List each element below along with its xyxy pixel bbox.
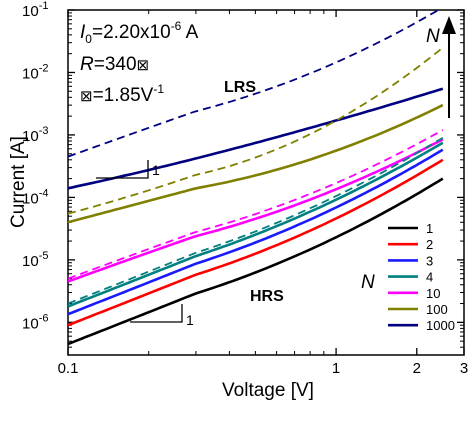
legend-label-100: 100: [426, 302, 448, 317]
x-tick-label: 1: [332, 360, 340, 377]
r-annotation: R=340⊠: [80, 54, 149, 75]
x-axis: 0.1 1 2 3: [58, 10, 468, 377]
legend-label-10: 10: [426, 286, 440, 301]
y-tick-label: 10-4: [22, 187, 48, 207]
y-tick-label: 10-2: [22, 62, 48, 82]
legend-label-3: 3: [426, 253, 433, 268]
series-dashed-line: [68, 46, 444, 215]
y-tick-label: 10-1: [22, 0, 48, 20]
x-tick-label: 3: [460, 360, 468, 377]
x-tick-label: 0.1: [58, 360, 79, 377]
series-line-100: [68, 103, 444, 224]
slope-triangle-lower: [130, 304, 183, 323]
n-arrow-head: [442, 16, 456, 34]
series-line-1: [68, 177, 444, 346]
y-tick-label: 10-6: [22, 312, 48, 332]
series-dashed-line: [68, 10, 441, 158]
slope-label-lower: 1: [186, 312, 194, 328]
y-axis-label: Current [A]: [8, 136, 29, 228]
slope-triangle-upper: [96, 160, 149, 179]
x-axis-label: Voltage [V]: [222, 380, 314, 401]
series-dashed-line: [68, 137, 444, 305]
y-tick-label: 10-5: [22, 250, 48, 270]
hrs-label: HRS: [250, 288, 284, 305]
legend-label-4: 4: [426, 270, 433, 285]
series-line-3: [68, 148, 444, 316]
series-line-10: [68, 138, 444, 283]
series-dashed-line: [68, 129, 444, 280]
legend-n-label: N: [361, 272, 375, 293]
y-tick-label: 10-3: [22, 125, 48, 145]
plot-frame: [67, 9, 465, 356]
slope-label-upper: 1: [152, 162, 160, 178]
series-layer: [68, 10, 444, 346]
i0-annotation: I0=2.20x10-6 A: [80, 19, 199, 46]
series-line-4: [68, 141, 444, 308]
lrs-label: LRS: [224, 79, 256, 96]
alpha-annotation: ⊠=1.85V-1: [80, 82, 164, 106]
n-arrow-label: N: [426, 26, 440, 47]
series-line-1000: [68, 87, 444, 190]
y-axis: 10-6 10-5 10-4 10-3 10-2 10-1: [22, 0, 464, 356]
legend-label-1: 1: [426, 221, 433, 236]
legend-label-2: 2: [426, 237, 433, 252]
legend-label-1000: 1000: [426, 318, 455, 333]
x-tick-label: 2: [413, 360, 421, 377]
series-line-2: [68, 158, 444, 327]
